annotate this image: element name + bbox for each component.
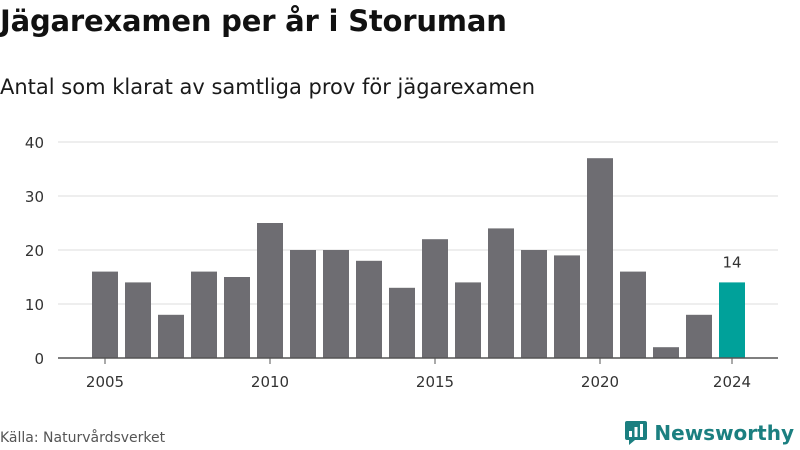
- bar-2023: [686, 314, 712, 358]
- x-tick-label: 2020: [581, 373, 619, 391]
- bar-2020: [587, 158, 613, 358]
- bar-2016: [455, 282, 481, 358]
- bar-2021: [620, 271, 646, 358]
- y-tick-label: 40: [25, 134, 44, 152]
- bar-2010: [257, 223, 283, 358]
- bar-2019: [554, 255, 580, 358]
- bar-2015: [422, 239, 448, 358]
- y-tick-label: 0: [34, 350, 44, 368]
- bar-chart-speech-bubble-icon: [625, 421, 648, 445]
- bar-2008: [191, 271, 217, 358]
- newsworthy-brand: Newsworthy: [624, 420, 794, 446]
- x-tick-label: 2024: [713, 373, 751, 391]
- bar-2011: [290, 250, 316, 358]
- bar-2005: [92, 271, 118, 358]
- brand-name: Newsworthy: [654, 421, 794, 445]
- bar-2007: [158, 314, 184, 358]
- bar-2006: [125, 282, 151, 358]
- x-tick-label: 2010: [251, 373, 289, 391]
- bar-2018: [521, 250, 547, 358]
- x-tick-label: 2015: [416, 373, 454, 391]
- bar-2022: [653, 347, 679, 358]
- bar-2013: [356, 260, 382, 358]
- y-tick-label: 30: [25, 188, 44, 206]
- bar-2017: [488, 228, 514, 358]
- y-tick-label: 20: [25, 242, 44, 260]
- data-label: 14: [722, 253, 741, 271]
- bar-2014: [389, 287, 415, 358]
- bar-2009: [224, 277, 250, 358]
- source-note: Källa: Naturvårdsverket: [0, 430, 166, 446]
- y-tick-label: 10: [25, 296, 44, 314]
- x-tick-label: 2005: [86, 373, 124, 391]
- chart-title: Jägarexamen per år i Storuman: [0, 4, 507, 38]
- bar-2024: [719, 282, 745, 358]
- chart-subtitle: Antal som klarat av samtliga prov för jä…: [0, 75, 536, 99]
- bar-2012: [323, 250, 349, 358]
